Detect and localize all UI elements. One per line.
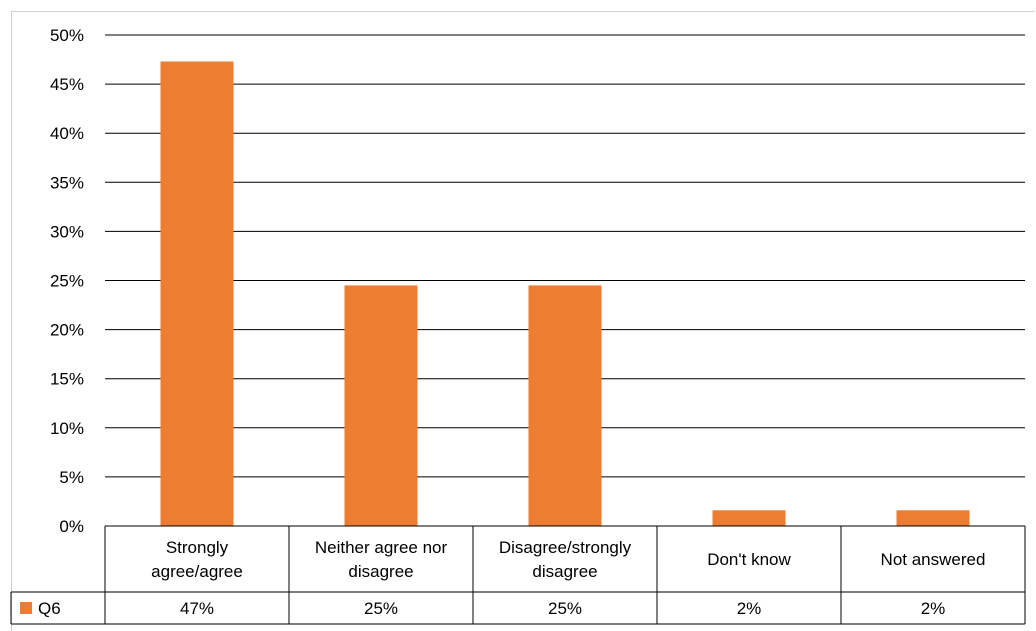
- category-label: agree/agree: [151, 562, 243, 581]
- bar: [528, 285, 602, 526]
- category-label: Don't know: [707, 550, 791, 569]
- category-label: Not answered: [881, 550, 986, 569]
- y-tick-label: 45%: [50, 75, 84, 94]
- bar: [160, 61, 234, 526]
- y-tick-label: 10%: [50, 419, 84, 438]
- category-label: disagree: [532, 562, 597, 581]
- legend-label: Q6: [38, 599, 61, 618]
- category-label: disagree: [348, 562, 413, 581]
- data-value-label: 25%: [364, 599, 398, 618]
- y-tick-label: 20%: [50, 321, 84, 340]
- y-tick-label: 15%: [50, 370, 84, 389]
- y-tick-label: 30%: [50, 222, 84, 241]
- category-label: Disagree/strongly: [499, 538, 632, 557]
- data-value-label: 25%: [548, 599, 582, 618]
- category-label: Strongly: [166, 538, 229, 557]
- data-value-label: 2%: [737, 599, 762, 618]
- y-tick-label: 0%: [59, 517, 84, 536]
- bar: [896, 510, 970, 526]
- y-tick-label: 50%: [50, 26, 84, 45]
- data-value-label: 47%: [180, 599, 214, 618]
- y-tick-label: 35%: [50, 173, 84, 192]
- bar: [712, 510, 786, 526]
- data-value-label: 2%: [921, 599, 946, 618]
- category-label: Neither agree nor: [315, 538, 448, 557]
- chart-frame: [11, 11, 1035, 631]
- y-tick-label: 25%: [50, 272, 84, 291]
- legend-swatch: [20, 602, 32, 614]
- bar: [344, 285, 418, 526]
- y-tick-label: 40%: [50, 124, 84, 143]
- y-tick-label: 5%: [59, 468, 84, 487]
